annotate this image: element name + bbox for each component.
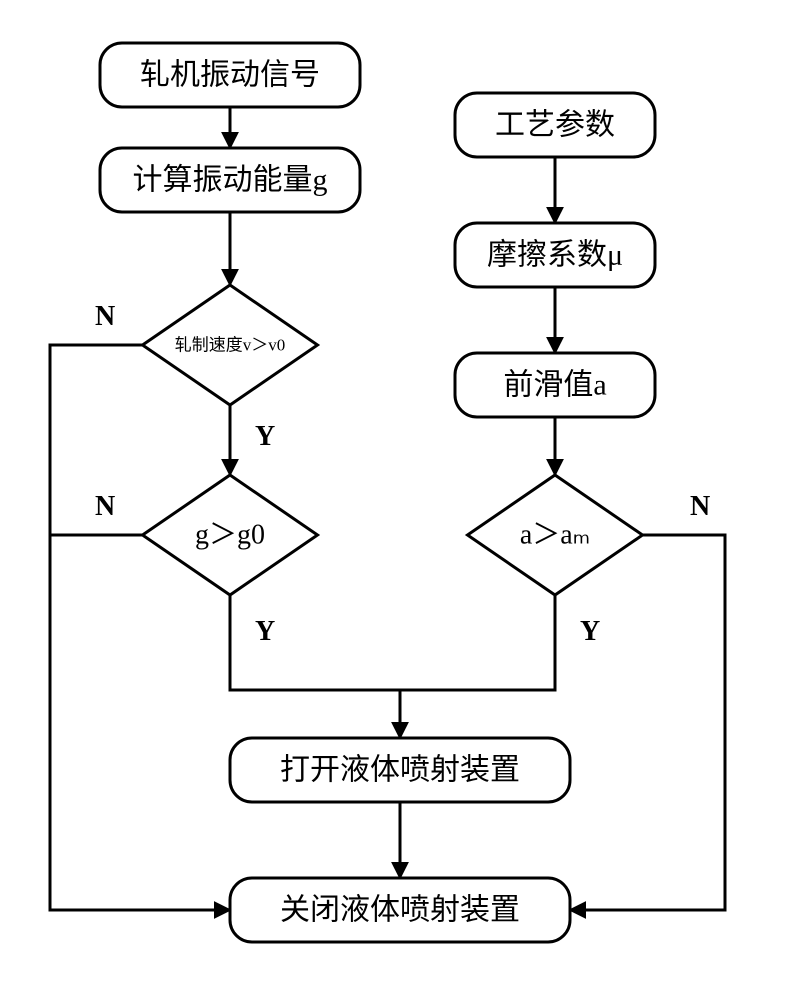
edge xyxy=(570,535,725,910)
node-label: 轧机振动信号 xyxy=(140,59,320,92)
node-label: 工艺参数 xyxy=(495,109,615,142)
node-label: 关闭液体喷射装置 xyxy=(280,894,520,927)
node-label: 摩擦系数μ xyxy=(487,239,623,272)
node-n4: 摩擦系数μ xyxy=(455,223,655,287)
node-n3: 工艺参数 xyxy=(455,93,655,157)
edge-label: N xyxy=(690,491,710,522)
edge-label: Y xyxy=(255,616,275,647)
node-label: a＞aₘ xyxy=(520,520,590,551)
edge xyxy=(50,345,230,910)
node-n6: 打开液体喷射装置 xyxy=(230,738,570,802)
edge-label: N xyxy=(95,491,115,522)
node-label: 打开液体喷射装置 xyxy=(280,754,520,787)
node-n5: 前滑值a xyxy=(455,353,655,417)
node-label: g＞g0 xyxy=(195,520,265,551)
node-label: 前滑值a xyxy=(503,369,606,402)
node-label: 轧制速度v＞v0 xyxy=(175,336,286,355)
edge-label: N xyxy=(95,301,115,332)
node-label: 计算振动能量g xyxy=(133,164,328,197)
node-n7: 关闭液体喷射装置 xyxy=(230,878,570,942)
edge-label: Y xyxy=(580,616,600,647)
edge xyxy=(400,595,555,690)
node-n2: 计算振动能量g xyxy=(100,148,360,212)
node-d3: a＞aₘ xyxy=(468,475,643,595)
node-d1: 轧制速度v＞v0 xyxy=(143,285,318,405)
flowchart: Y Y Y N N N 轧机振动信号计算振动能量g 轧制速度v＞v0 g＞g0 工艺参数摩擦系数μ… xyxy=(0,0,792,1000)
node-d2: g＞g0 xyxy=(143,475,318,595)
node-n1: 轧机振动信号 xyxy=(100,43,360,107)
edge-label: Y xyxy=(255,421,275,452)
